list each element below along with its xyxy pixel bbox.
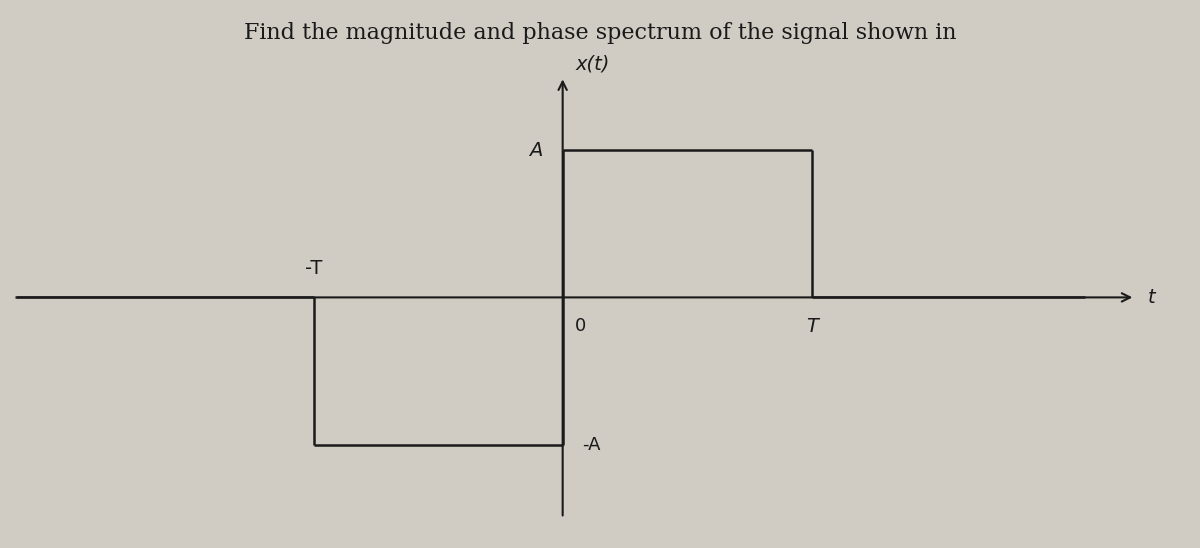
Text: t: t — [1147, 288, 1156, 307]
Text: Find the magnitude and phase spectrum of the signal shown in: Find the magnitude and phase spectrum of… — [244, 22, 956, 44]
Text: A: A — [529, 141, 542, 159]
Text: T: T — [805, 317, 817, 335]
Text: -T: -T — [305, 259, 323, 278]
Text: 0: 0 — [575, 317, 587, 334]
Text: -A: -A — [582, 436, 601, 454]
Text: x(t): x(t) — [575, 55, 610, 73]
